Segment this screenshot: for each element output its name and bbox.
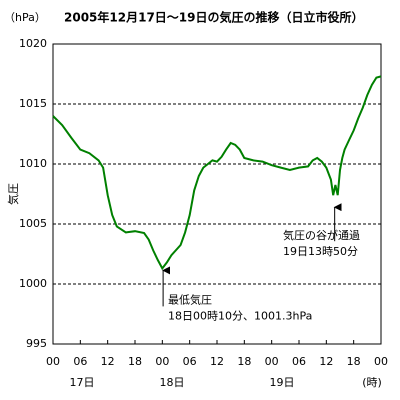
day-label: 17日 xyxy=(70,376,95,389)
chart-title: 2005年12月17日～19日の気圧の推移（日立市役所） xyxy=(64,10,364,25)
y-tick-label: 1020 xyxy=(19,37,47,50)
x-tick-label: 12 xyxy=(210,355,224,368)
x-tick-label: 00 xyxy=(46,355,60,368)
x-tick-label: 18 xyxy=(237,355,251,368)
y-tick-label: 1000 xyxy=(19,277,47,290)
annotation-text: 18日00時10分、1001.3hPa xyxy=(168,309,312,322)
x-tick-label: 12 xyxy=(319,355,333,368)
x-tick-label: 06 xyxy=(73,355,87,368)
plot-frame xyxy=(52,43,382,345)
annotation-text: 最低気圧 xyxy=(168,292,212,306)
x-unit: (時) xyxy=(362,376,382,389)
x-tick-label: 12 xyxy=(101,355,115,368)
annotation-text: 19日13時50分 xyxy=(283,245,358,258)
y-tick-label: 1015 xyxy=(19,97,47,110)
y-tick-label: 1005 xyxy=(19,217,47,230)
data-line xyxy=(52,75,382,271)
y-unit: （hPa） xyxy=(4,11,46,24)
x-tick-label: 00 xyxy=(155,355,169,368)
x-tick-label: 00 xyxy=(374,355,388,368)
x-tick-label: 18 xyxy=(347,355,361,368)
annotation-text: 気圧の谷が通過 xyxy=(283,228,360,242)
y-tick-label: 1010 xyxy=(19,157,47,170)
x-tick-label: 06 xyxy=(183,355,197,368)
x-tick-label: 06 xyxy=(292,355,306,368)
y-tick-label: 995 xyxy=(26,337,47,350)
y-axis-label: 気圧 xyxy=(6,183,20,205)
day-label: 19日 xyxy=(270,376,295,389)
x-tick-label: 00 xyxy=(265,355,279,368)
x-tick-label: 18 xyxy=(128,355,142,368)
day-label: 18日 xyxy=(160,376,185,389)
